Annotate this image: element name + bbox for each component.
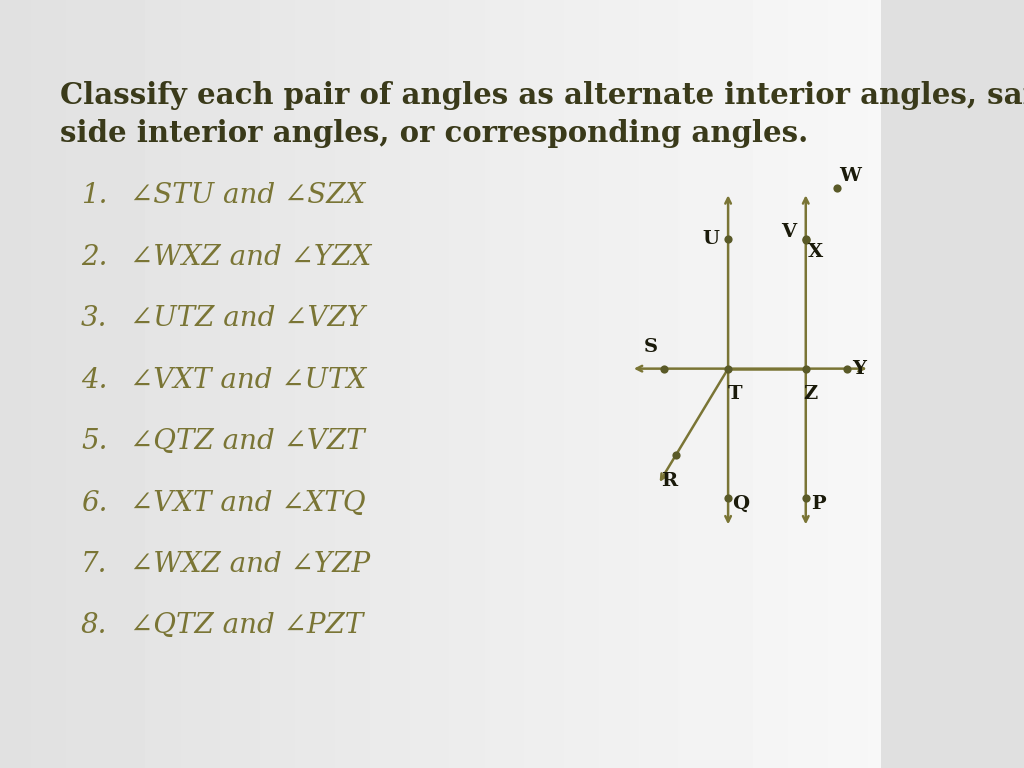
Text: 2.: 2. [81, 243, 108, 271]
Point [798, 233, 814, 246]
Text: ∠WXZ and ∠YZP: ∠WXZ and ∠YZP [130, 551, 371, 578]
Text: X: X [808, 243, 823, 261]
Text: 1.: 1. [81, 182, 108, 210]
Text: ∠WXZ and ∠YZX: ∠WXZ and ∠YZX [130, 243, 372, 271]
Point [829, 182, 846, 194]
Point [720, 362, 736, 375]
Text: side interior angles, or corresponding angles.: side interior angles, or corresponding a… [59, 119, 808, 148]
Text: ∠VXT and ∠UTX: ∠VXT and ∠UTX [130, 366, 367, 394]
Text: ∠UTZ and ∠VZY: ∠UTZ and ∠VZY [130, 305, 366, 333]
Point [656, 362, 673, 375]
Point [798, 492, 814, 504]
Text: V: V [781, 223, 797, 241]
Text: ∠STU and ∠SZX: ∠STU and ∠SZX [130, 182, 366, 210]
Text: S: S [643, 339, 657, 356]
Point [720, 233, 736, 246]
Text: U: U [701, 230, 719, 248]
Text: 3.: 3. [81, 305, 108, 333]
Point [798, 234, 814, 247]
Text: 4.: 4. [81, 366, 108, 394]
Text: W: W [839, 167, 860, 185]
Text: R: R [660, 472, 677, 490]
Text: 5.: 5. [81, 428, 108, 455]
Point [720, 492, 736, 504]
Text: Y: Y [853, 359, 866, 378]
Point [668, 449, 684, 462]
Text: ∠QTZ and ∠VZT: ∠QTZ and ∠VZT [130, 428, 365, 455]
Point [840, 362, 856, 375]
Text: Q: Q [732, 495, 749, 513]
Text: 7.: 7. [81, 551, 108, 578]
Text: 6.: 6. [81, 489, 108, 517]
Point [798, 362, 814, 375]
Text: P: P [811, 495, 825, 513]
Text: ∠VXT and ∠XTQ: ∠VXT and ∠XTQ [130, 489, 366, 517]
Text: Z: Z [803, 386, 817, 403]
Text: Classify each pair of angles as alternate interior angles, same-: Classify each pair of angles as alternat… [59, 81, 1024, 110]
Text: ∠QTZ and ∠PZT: ∠QTZ and ∠PZT [130, 612, 364, 640]
Text: T: T [727, 386, 742, 403]
Text: 8.: 8. [81, 612, 108, 640]
